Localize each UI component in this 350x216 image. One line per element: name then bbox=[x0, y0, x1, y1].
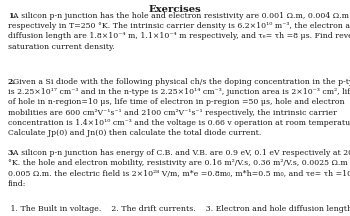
Text: A silicon p-n junction has energy of C.B. and V.B. are 0.9 eV, 0.1 eV respective: A silicon p-n junction has energy of C.B… bbox=[8, 149, 350, 188]
Text: A silicon p-n junction has the hole and electron resistivity are 0.001 Ω.m, 0.00: A silicon p-n junction has the hole and … bbox=[8, 12, 350, 51]
Text: 1. The Built in voltage.    2. The drift currents.    3. Electron and hole diffu: 1. The Built in voltage. 2. The drift cu… bbox=[8, 205, 350, 213]
Text: 2.: 2. bbox=[8, 78, 16, 86]
Text: 3.: 3. bbox=[8, 149, 16, 157]
Text: Given a Si diode with the following physical ch/s the doping concentration in th: Given a Si diode with the following phys… bbox=[8, 78, 350, 137]
Text: 1.: 1. bbox=[8, 12, 16, 20]
Text: Exercises: Exercises bbox=[149, 5, 201, 14]
